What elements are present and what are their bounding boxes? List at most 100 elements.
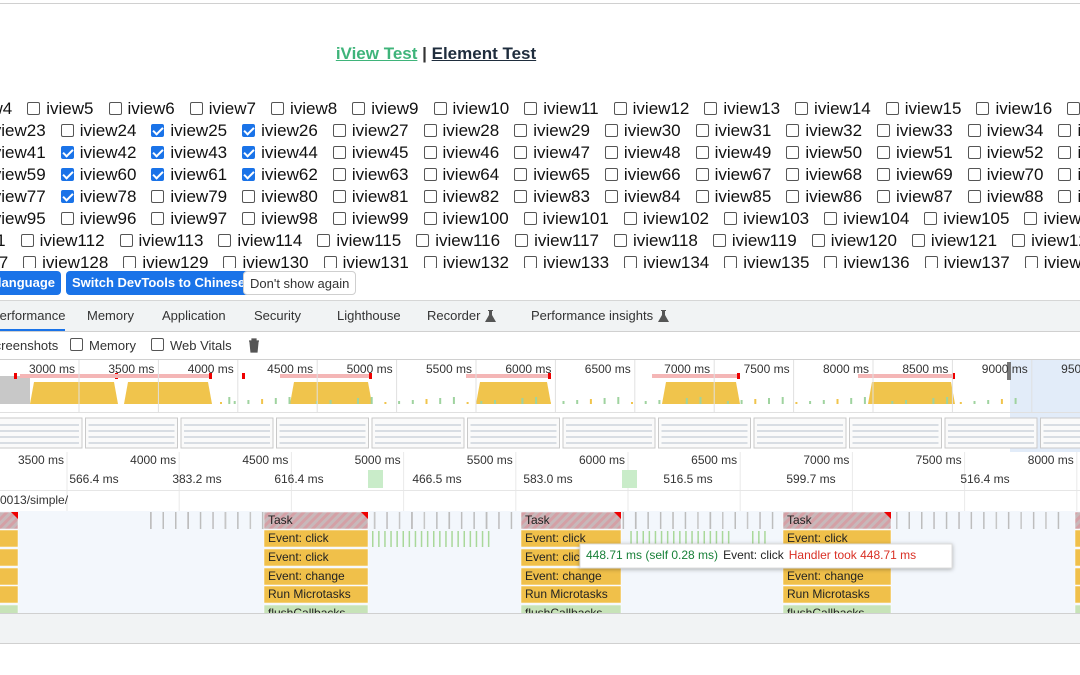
checkbox[interactable]	[1058, 124, 1072, 137]
checkbox[interactable]	[877, 146, 891, 159]
checkbox[interactable]	[151, 212, 165, 225]
checkbox[interactable]	[27, 102, 41, 115]
checkbox[interactable]	[151, 190, 165, 203]
checkbox-option[interactable]: iview112	[20, 230, 105, 252]
checkbox-option[interactable]: iview127	[0, 252, 8, 268]
checkbox-option[interactable]: iview62	[242, 164, 318, 186]
checkbox[interactable]	[786, 168, 800, 181]
checkbox-option[interactable]: iview105	[924, 208, 1009, 230]
checkbox[interactable]	[623, 212, 637, 225]
checkbox[interactable]	[60, 168, 74, 181]
checkbox-option[interactable]: iview59	[0, 164, 46, 186]
checkbox-option[interactable]: iview119	[712, 230, 797, 252]
checkbox-option[interactable]: iview52	[967, 142, 1043, 164]
checkbox-option[interactable]: iview35	[1058, 120, 1080, 142]
checkbox[interactable]	[60, 124, 74, 137]
checkbox-option[interactable]: iview89	[1058, 186, 1080, 208]
checkbox[interactable]	[1012, 234, 1026, 247]
checkbox[interactable]	[332, 212, 346, 225]
checkbox[interactable]	[515, 234, 529, 247]
tab[interactable]: Memory	[87, 308, 134, 323]
checkbox[interactable]	[423, 146, 437, 159]
checkbox[interactable]	[695, 124, 709, 137]
checkbox[interactable]	[786, 190, 800, 203]
tab[interactable]: Performance insights	[531, 308, 654, 323]
checkbox[interactable]	[242, 212, 256, 225]
checkbox-option[interactable]: iview34	[967, 120, 1043, 142]
checkbox-option[interactable]: iview14	[795, 98, 871, 120]
checkbox-option[interactable]: iview4	[0, 98, 12, 120]
checkbox[interactable]	[20, 234, 34, 247]
checkbox[interactable]	[323, 256, 337, 268]
checkbox[interactable]	[795, 102, 809, 115]
checkbox[interactable]	[514, 168, 528, 181]
checkbox[interactable]	[885, 102, 899, 115]
checkbox-option[interactable]: Screenshots	[0, 332, 58, 359]
checkbox-option[interactable]: iview49	[695, 142, 771, 164]
checkbox-option[interactable]: iview122	[1012, 230, 1080, 252]
checkbox[interactable]	[151, 146, 165, 159]
checkbox-option[interactable]: iview128	[23, 252, 108, 268]
checkbox[interactable]	[242, 168, 256, 181]
checkbox-option[interactable]: iview78	[60, 186, 136, 208]
checkbox[interactable]	[70, 338, 83, 351]
button[interactable]: Don't show again	[243, 271, 357, 295]
checkbox-option[interactable]: iview106	[1024, 208, 1080, 230]
checkbox[interactable]	[924, 212, 938, 225]
checkbox-option[interactable]: iview133	[523, 252, 609, 268]
checkbox-option[interactable]: iview102	[623, 208, 709, 230]
checkbox[interactable]	[352, 102, 366, 115]
checkbox[interactable]	[523, 212, 537, 225]
checkbox-option[interactable]: iview136	[824, 252, 910, 268]
checkbox[interactable]	[332, 146, 346, 159]
checkbox-option[interactable]: iview65	[514, 164, 590, 186]
checkbox[interactable]	[514, 124, 528, 137]
checkbox[interactable]	[423, 190, 437, 203]
checkbox-option[interactable]: iview85	[695, 186, 771, 208]
checkbox[interactable]	[242, 190, 256, 203]
checkbox-option[interactable]: iview27	[332, 120, 409, 142]
checkbox-option[interactable]: iview130	[223, 252, 309, 268]
checkbox-option[interactable]: iview64	[423, 164, 499, 186]
checkbox[interactable]	[967, 190, 981, 203]
checkbox-option[interactable]: iview5	[27, 98, 94, 120]
checkbox-option[interactable]: iview30	[604, 120, 681, 142]
checkbox-option[interactable]: iview96	[60, 208, 136, 230]
checkbox-option[interactable]: iview118	[613, 230, 698, 252]
checkbox[interactable]	[514, 146, 528, 159]
checkbox[interactable]	[151, 168, 165, 181]
checkbox-option[interactable]: iview113	[119, 230, 203, 252]
checkbox-option[interactable]: iview111	[0, 230, 6, 252]
checkbox[interactable]	[23, 256, 37, 268]
checkbox-option[interactable]: iview86	[786, 186, 862, 208]
button[interactable]: language	[0, 271, 61, 295]
checkbox-option[interactable]: iview26	[242, 120, 318, 142]
checkbox-option[interactable]: iview48	[604, 142, 681, 164]
checkbox-option[interactable]: iview97	[151, 208, 227, 230]
checkbox-option[interactable]: iview84	[604, 186, 681, 208]
checkbox-option[interactable]: iview101	[523, 208, 609, 230]
link[interactable]: iView Test	[335, 44, 418, 63]
checkbox-option[interactable]: iview100	[423, 208, 509, 230]
checkbox[interactable]	[223, 256, 237, 268]
checkbox[interactable]	[332, 190, 346, 203]
checkbox-option[interactable]: iview44	[242, 142, 318, 164]
checkbox[interactable]	[724, 256, 738, 268]
checkbox[interactable]	[1058, 190, 1072, 203]
checkbox[interactable]	[911, 234, 925, 247]
checkbox-option[interactable]: iview79	[151, 186, 227, 208]
checkbox-option[interactable]: iview31	[695, 120, 771, 142]
checkbox-option[interactable]: iview23	[0, 120, 46, 142]
checkbox[interactable]	[218, 234, 232, 247]
checkbox-option[interactable]: iview117	[515, 230, 599, 252]
checkbox-option[interactable]: iview53	[1058, 142, 1080, 164]
checkbox-option[interactable]: iview67	[695, 164, 771, 186]
checkbox[interactable]	[877, 168, 891, 181]
checkbox-option[interactable]: iview68	[786, 164, 862, 186]
checkbox-option[interactable]: iview42	[60, 142, 136, 164]
checkbox-option[interactable]: iview77	[0, 186, 46, 208]
checkbox-option[interactable]: iview95	[0, 208, 46, 230]
checkbox[interactable]	[786, 146, 800, 159]
checkbox-option[interactable]: Memory	[70, 332, 136, 359]
checkbox[interactable]	[1024, 256, 1038, 268]
